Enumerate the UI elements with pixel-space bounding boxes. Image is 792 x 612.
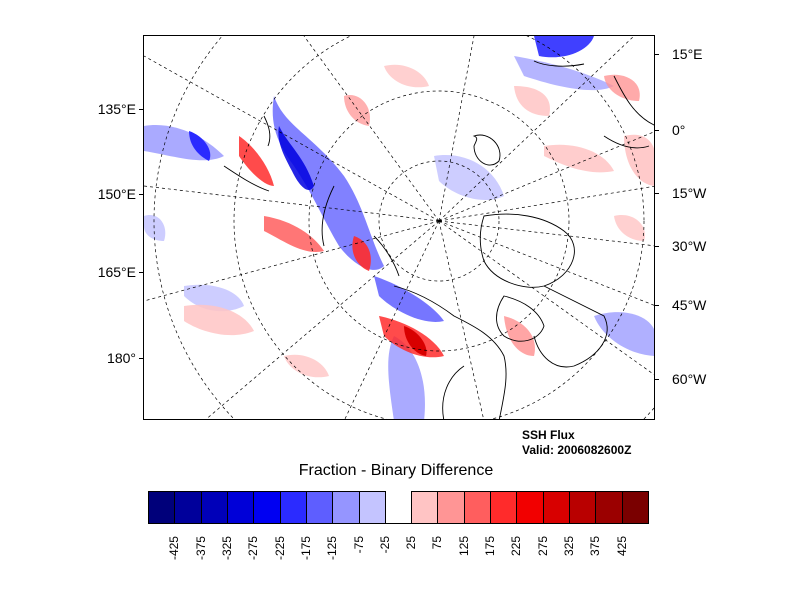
colorbar-swatch: [516, 491, 544, 524]
lon-label-180: 180°: [107, 350, 136, 366]
lon-label-15e: 15°E: [672, 46, 703, 62]
colorbar-label: 275: [535, 536, 550, 557]
colorbar-label: 375: [588, 536, 603, 557]
colorbar-label: -225: [272, 536, 287, 561]
tick-mark: [139, 194, 143, 195]
colorbar-swatch: [305, 491, 334, 524]
colorbar-title: Fraction - Binary Difference: [298, 462, 494, 479]
colorbar-label: -425: [167, 536, 182, 561]
coastlines: [223, 60, 654, 419]
colorbar-swatch: [569, 491, 597, 524]
colorbar-swatch: [437, 491, 465, 524]
colorbar-label: 125: [456, 536, 471, 557]
colorbar-label: -175: [298, 536, 313, 561]
colorbar-swatch: [200, 491, 228, 524]
colorbar-swatch: [358, 491, 386, 524]
lon-label-150e: 150°E: [97, 186, 136, 202]
colorbar-swatch: [621, 491, 649, 524]
graticule: [144, 36, 654, 419]
colorbar-label: 25: [404, 536, 419, 550]
anomaly-fields: [144, 36, 654, 419]
colorbar-swatch: [490, 491, 518, 524]
colorbar-label: -325: [219, 536, 234, 561]
colorbar-label: 425: [614, 536, 629, 557]
colorbar-swatch: [463, 491, 492, 524]
tick-mark: [655, 130, 659, 131]
colorbar-label: -25: [377, 536, 392, 554]
colorbar-swatch: [226, 491, 255, 524]
lon-label-135e: 135°E: [97, 101, 136, 117]
colorbar-swatch: [595, 491, 623, 524]
colorbar-label: -125: [325, 536, 340, 561]
tick-mark: [139, 272, 143, 273]
map-caption: SSH Flux Valid: 2006082600Z: [522, 428, 631, 458]
tick-mark: [655, 379, 659, 380]
colorbar-label: -375: [193, 536, 208, 561]
colorbar-label: -75: [351, 536, 366, 554]
colorbar-swatch: [148, 491, 176, 524]
colorbar-label: 325: [562, 536, 577, 557]
colorbar-swatch: [542, 491, 571, 524]
tick-mark: [655, 54, 659, 55]
colorbar-swatch: [384, 491, 413, 524]
tick-mark: [139, 358, 143, 359]
lon-label-60w: 60°W: [672, 371, 707, 387]
colorbar-label: 175: [483, 536, 498, 557]
colorbar-label: -275: [246, 536, 261, 561]
colorbar: [148, 491, 649, 526]
tick-mark: [655, 305, 659, 306]
colorbar-swatch: [253, 491, 281, 524]
colorbar-swatch: [332, 491, 360, 524]
colorbar-swatch: [411, 491, 439, 524]
lon-label-30w: 30°W: [672, 238, 707, 254]
caption-variable: SSH Flux: [522, 428, 575, 442]
lon-label-45w: 45°W: [672, 297, 707, 313]
colorbar-label: 225: [509, 536, 524, 557]
caption-valid-time: Valid: 2006082600Z: [522, 443, 632, 457]
colorbar-label: 75: [430, 536, 445, 550]
tick-mark: [655, 193, 659, 194]
lon-label-0: 0°: [672, 122, 686, 138]
lon-label-15w: 15°W: [672, 185, 707, 201]
colorbar-swatch: [279, 491, 307, 524]
map-panel: [143, 35, 655, 420]
tick-mark: [655, 246, 659, 247]
colorbar-swatch: [174, 491, 202, 524]
polar-map: [144, 36, 654, 419]
tick-mark: [139, 109, 143, 110]
lon-label-165e: 165°E: [97, 264, 136, 280]
